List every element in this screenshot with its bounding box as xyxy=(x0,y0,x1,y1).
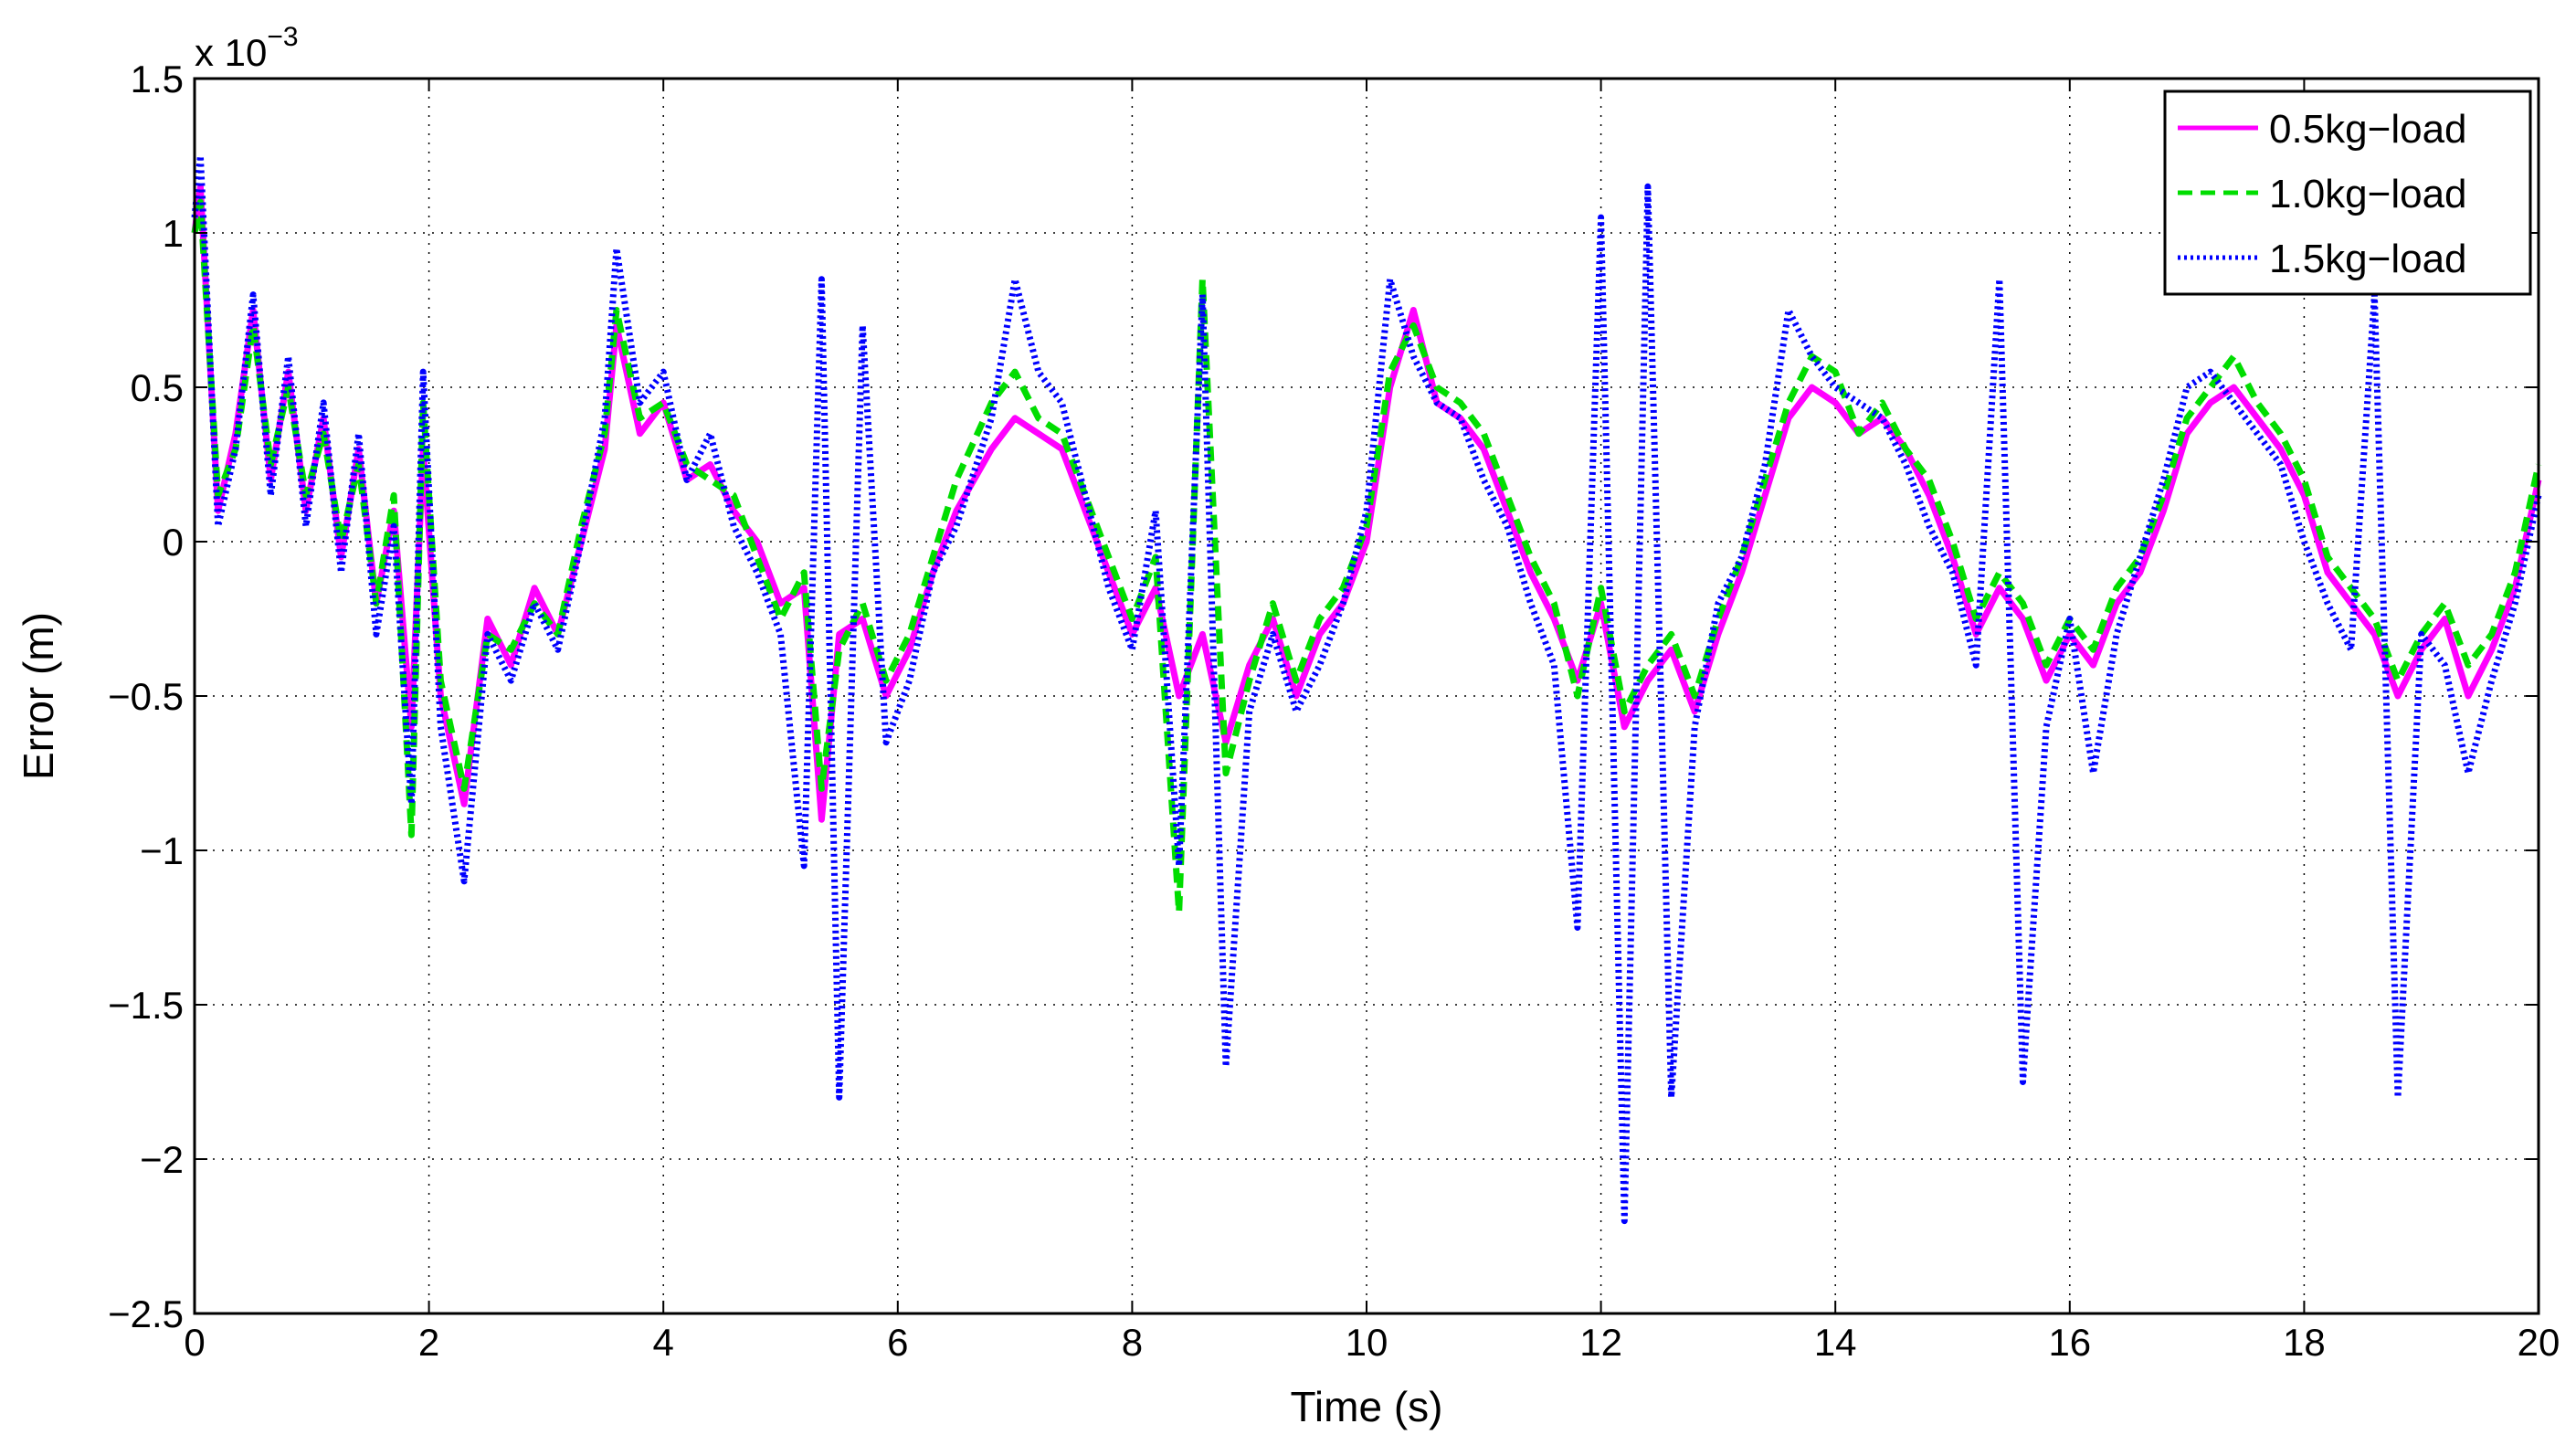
legend-label-1.0kg-load: 1.0kg−load xyxy=(2269,172,2467,216)
x-tick-label-16: 16 xyxy=(2048,1321,2091,1364)
legend-label-1.5kg-load: 1.5kg−load xyxy=(2269,237,2467,281)
tick-marks xyxy=(194,78,2539,1314)
series-line-1.0kg-load xyxy=(191,198,2542,916)
x-tick-label-10: 10 xyxy=(1346,1321,1388,1364)
x-tick-labels: 0 2 4 6 8 10 12 14 16 18 20 xyxy=(184,1321,2560,1364)
series-line-1.5kg-load xyxy=(191,153,2542,1225)
legend-label-0.5kg-load: 0.5kg−load xyxy=(2269,107,2467,152)
x-axis-label: Time (s) xyxy=(1291,1383,1443,1430)
x-tick-label-2: 2 xyxy=(418,1321,439,1364)
x-tick-label-18: 18 xyxy=(2283,1321,2326,1364)
y-exponent-power: −3 xyxy=(267,22,298,52)
y-tick-labels: −2.5 −2 −1.5 −1 −0.5 0 0.5 1 1.5 xyxy=(108,58,184,1335)
y-exponent-label: x 10−3 xyxy=(195,22,299,74)
y-exponent-base: x 10 xyxy=(195,31,267,74)
x-tick-label-12: 12 xyxy=(1579,1321,1622,1364)
y-tick-label--2.5: −2.5 xyxy=(108,1292,184,1335)
x-tick-label-8: 8 xyxy=(1122,1321,1143,1364)
y-tick-label--1.5: −1.5 xyxy=(108,984,184,1027)
y-axis-label: Error (m) xyxy=(15,612,62,780)
y-tick-label--2: −2 xyxy=(140,1138,184,1181)
y-tick-label-1: 1 xyxy=(163,212,184,255)
x-tick-label-20: 20 xyxy=(2518,1321,2560,1364)
y-tick-label-0.5: 0.5 xyxy=(131,366,184,409)
y-tick-label-0: 0 xyxy=(163,521,184,564)
y-tick-label--1: −1 xyxy=(140,829,184,872)
legend: 0.5kg−load 1.0kg−load 1.5kg−load xyxy=(2163,90,2532,296)
y-tick-label--0.5: −0.5 xyxy=(108,675,184,718)
x-tick-label-4: 4 xyxy=(653,1321,674,1364)
series-layer xyxy=(191,153,2542,1225)
x-tick-label-6: 6 xyxy=(887,1321,908,1364)
x-tick-label-14: 14 xyxy=(1814,1321,1857,1364)
y-tick-label-1.5: 1.5 xyxy=(131,58,184,100)
x-tick-label-0: 0 xyxy=(184,1321,205,1364)
